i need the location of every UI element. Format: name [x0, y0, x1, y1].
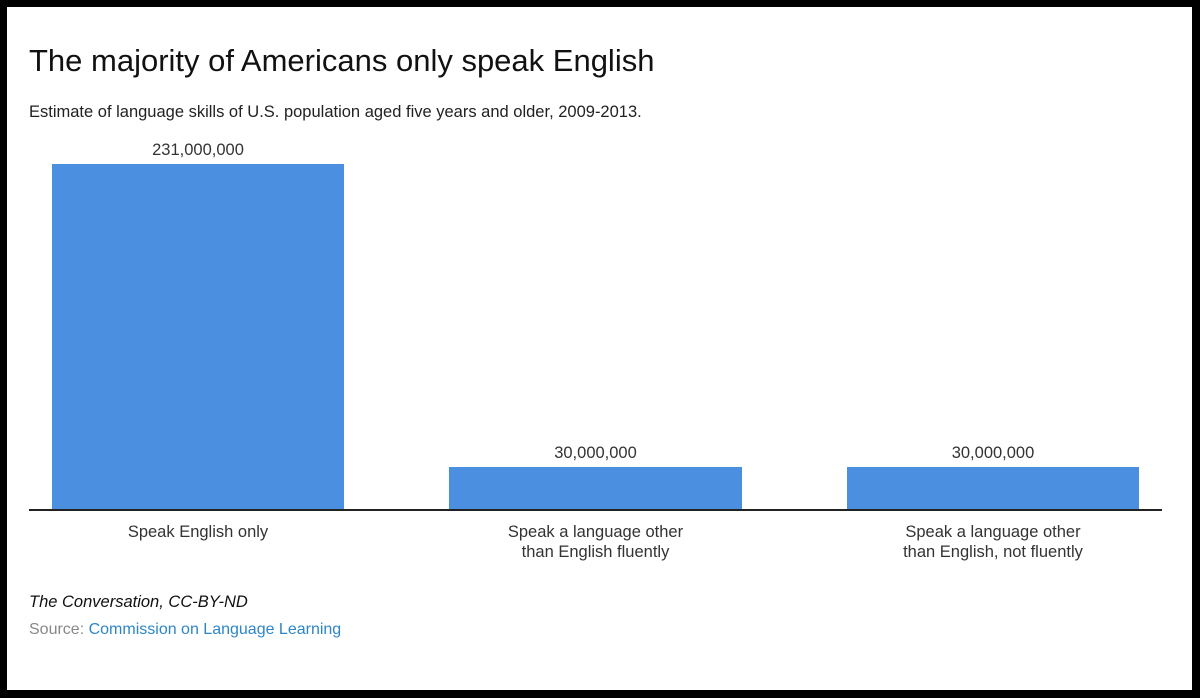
plot-area: 231,000,000 30,000,000 30,000,000 Speak …	[7, 7, 1192, 690]
bar-speak-english-only	[52, 164, 344, 509]
category-label-line: than English, not fluently	[903, 543, 1083, 561]
bar-value-label: 30,000,000	[951, 444, 1035, 462]
source-label: Source:	[29, 621, 89, 638]
category-label: Speak English only	[52, 522, 344, 542]
credit-line: The Conversation, CC-BY-ND	[29, 593, 248, 611]
chart-frame: The majority of Americans only speak Eng…	[7, 7, 1192, 690]
category-label-line: Speak a language other	[905, 523, 1081, 541]
bar-value-label: 231,000,000	[152, 141, 244, 159]
source-line: Source: Commission on Language Learning	[29, 621, 341, 639]
category-label-line: than English fluently	[521, 543, 670, 561]
source-link[interactable]: Commission on Language Learning	[88, 621, 342, 638]
x-axis-line	[29, 509, 1162, 511]
bar-other-language-not-fluent	[847, 467, 1139, 509]
chart-title: The majority of Americans only speak Eng…	[29, 43, 655, 78]
bar-value-label: 30,000,000	[554, 444, 637, 462]
bar-other-language-fluent	[449, 467, 742, 509]
category-label-line: Speak a language other	[507, 523, 684, 541]
category-label-line: Speak English only	[127, 523, 269, 541]
category-label: Speak a language other than English flue…	[449, 522, 742, 562]
chart-subtitle: Estimate of language skills of U.S. popu…	[29, 103, 642, 121]
category-label: Speak a language other than English, not…	[847, 522, 1139, 562]
